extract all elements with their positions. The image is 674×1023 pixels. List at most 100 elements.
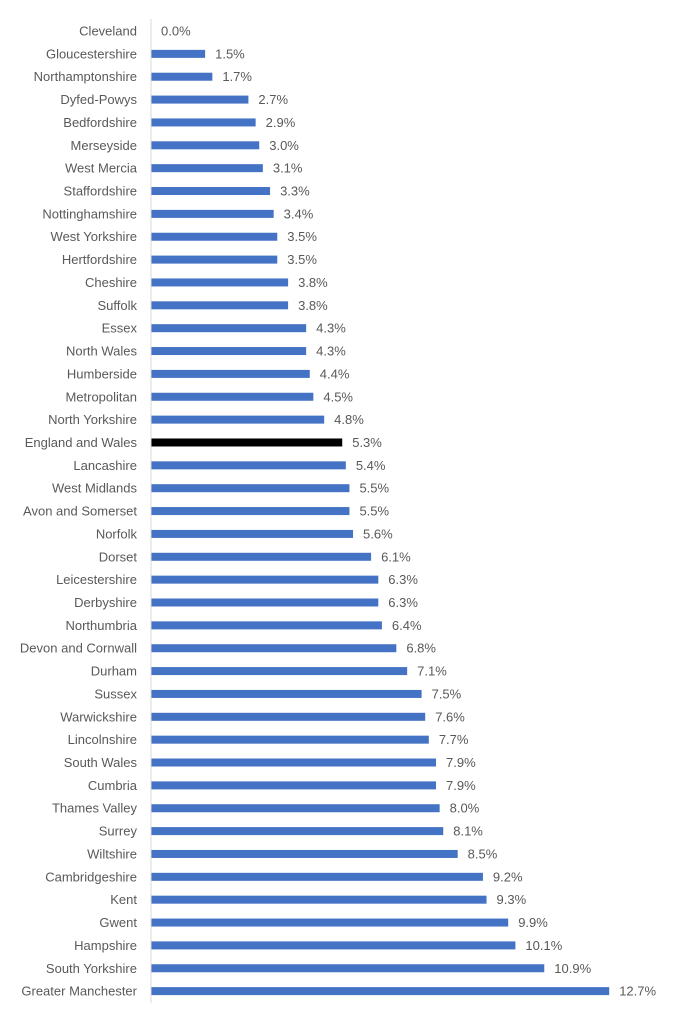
category-label: Bedfordshire — [63, 115, 137, 130]
bar — [151, 232, 278, 241]
category-label: Suffolk — [97, 298, 137, 313]
data-label: 8.1% — [453, 824, 483, 839]
bar — [151, 872, 483, 881]
data-label: 4.4% — [320, 366, 350, 381]
bar — [151, 141, 260, 150]
bar — [151, 781, 437, 790]
bar — [151, 849, 458, 858]
bar — [151, 987, 610, 996]
data-label: 7.6% — [435, 709, 465, 724]
bar — [151, 598, 379, 607]
category-label: Avon and Somerset — [23, 504, 137, 519]
data-label: 7.7% — [439, 732, 469, 747]
category-label: Sussex — [94, 686, 137, 701]
data-label: 7.5% — [432, 686, 462, 701]
data-label: 7.9% — [446, 778, 476, 793]
category-label: Wiltshire — [87, 846, 137, 861]
bar — [151, 575, 379, 584]
bar — [151, 621, 382, 630]
data-label: 3.5% — [287, 252, 317, 267]
category-label: Lancashire — [73, 458, 137, 473]
data-label: 6.3% — [388, 595, 418, 610]
bar — [151, 392, 314, 401]
data-label: 9.9% — [518, 915, 548, 930]
category-label: Thames Valley — [52, 801, 138, 816]
category-label: Devon and Cornwall — [20, 641, 137, 656]
data-label: 3.8% — [298, 275, 328, 290]
bar — [151, 712, 426, 721]
category-label: North Wales — [66, 344, 138, 359]
bar — [151, 964, 545, 973]
data-label: 12.7% — [619, 984, 656, 999]
category-label: Lincolnshire — [68, 732, 137, 747]
bar — [151, 301, 289, 310]
data-label: 5.5% — [359, 504, 389, 519]
bar — [151, 689, 422, 698]
category-label: Cheshire — [85, 275, 137, 290]
bar — [151, 827, 444, 836]
bar — [151, 118, 256, 127]
category-label: Metropolitan — [65, 389, 137, 404]
bar — [151, 484, 350, 493]
category-label: Greater Manchester — [21, 984, 137, 999]
data-label: 1.7% — [222, 69, 252, 84]
bar — [151, 369, 310, 378]
data-label: 7.9% — [446, 755, 476, 770]
category-label: North Yorkshire — [48, 412, 137, 427]
data-label: 10.9% — [554, 961, 591, 976]
category-label: Hertfordshire — [62, 252, 137, 267]
bar — [151, 347, 307, 356]
data-label: 0.0% — [161, 24, 191, 39]
bar — [151, 461, 346, 470]
category-label: Essex — [102, 321, 138, 336]
data-label: 6.4% — [392, 618, 422, 633]
category-label: Cambridgeshire — [45, 869, 137, 884]
category-label: Warwickshire — [60, 709, 137, 724]
bar — [151, 758, 437, 767]
category-label: Staffordshire — [64, 184, 137, 199]
data-label: 4.8% — [334, 412, 364, 427]
bar — [151, 804, 440, 813]
bar — [151, 552, 372, 561]
data-label: 3.8% — [298, 298, 328, 313]
bar — [151, 507, 350, 516]
bar — [151, 324, 307, 333]
bar — [151, 278, 289, 287]
bar-highlight — [151, 438, 343, 447]
data-label: 4.5% — [323, 389, 353, 404]
bar — [151, 895, 487, 904]
category-label: South Wales — [64, 755, 138, 770]
category-label: West Mercia — [65, 161, 138, 176]
data-label: 8.0% — [450, 801, 480, 816]
bar — [151, 95, 249, 104]
category-label: West Yorkshire — [51, 229, 137, 244]
bar — [151, 415, 325, 424]
category-label: Leicestershire — [56, 572, 137, 587]
category-label: Derbyshire — [74, 595, 137, 610]
category-label: England and Wales — [25, 435, 138, 450]
data-label: 5.3% — [352, 435, 382, 450]
category-label: Cleveland — [79, 24, 137, 39]
data-label: 9.2% — [493, 869, 523, 884]
bar — [151, 209, 274, 218]
category-label: Cumbria — [88, 778, 138, 793]
data-label: 3.0% — [269, 138, 299, 153]
data-label: 2.7% — [258, 92, 288, 107]
bar — [151, 735, 429, 744]
category-label: West Midlands — [52, 481, 138, 496]
data-label: 6.3% — [388, 572, 418, 587]
data-label: 3.1% — [273, 161, 303, 176]
data-label: 9.3% — [497, 892, 527, 907]
bar — [151, 72, 213, 81]
category-label: Durham — [91, 664, 137, 679]
category-label: Kent — [110, 892, 137, 907]
bar — [151, 187, 271, 196]
data-label: 4.3% — [316, 321, 346, 336]
data-label: 3.5% — [287, 229, 317, 244]
data-label: 1.5% — [215, 46, 245, 61]
category-label: Northumbria — [65, 618, 137, 633]
bar — [151, 164, 263, 173]
category-label: Dyfed-Powys — [60, 92, 137, 107]
data-label: 5.6% — [363, 526, 393, 541]
